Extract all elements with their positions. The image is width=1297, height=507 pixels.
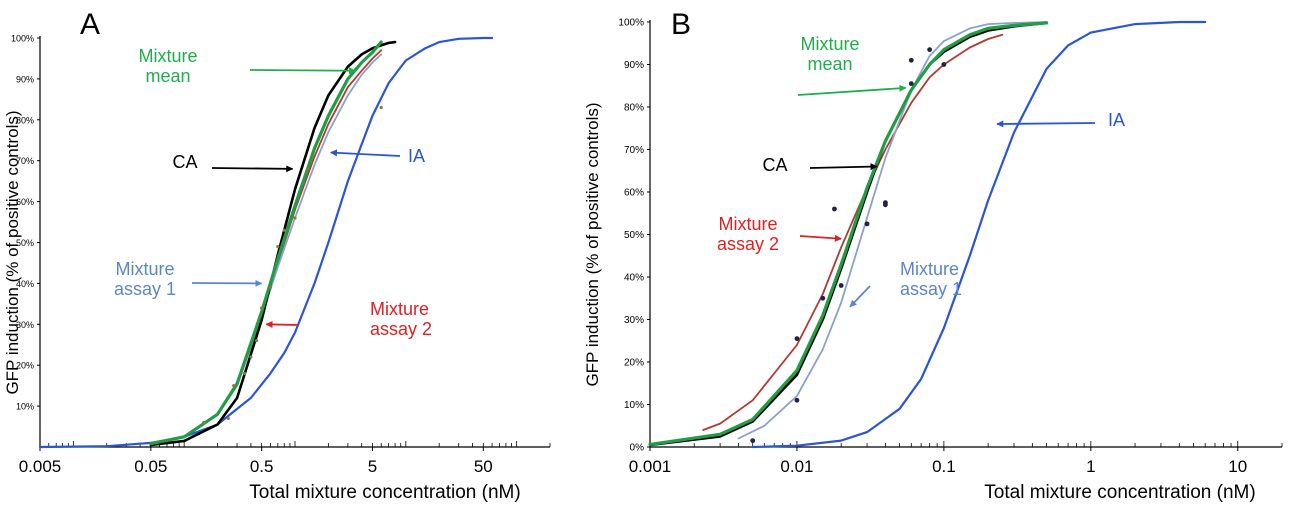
x-tick-label: 10: [1228, 457, 1247, 476]
panel-b: 0.001 0.01 0.1 1 100%10%20%30%40%50%60%70%80…: [583, 8, 1283, 503]
y-tick-label: 30%: [624, 315, 644, 326]
x-axis-label: Total mixture concentration (nM): [249, 482, 520, 503]
series-line-mixture-assay-1: [737, 21, 1048, 440]
data-point: [202, 420, 206, 425]
annotation-label: assay 2: [370, 319, 432, 339]
data-point: [820, 295, 826, 301]
data-point: [379, 105, 383, 110]
data-point: [908, 57, 914, 63]
annotation-label: CA: [762, 155, 787, 175]
x-tick-label: 0.01: [780, 457, 813, 476]
annotation-arrow: [849, 285, 871, 308]
y-tick-label: 80%: [16, 115, 34, 125]
y-tick-label: 80%: [624, 103, 644, 114]
annotation-label: Mixture: [800, 34, 859, 54]
y-tick-label: 90%: [624, 60, 644, 71]
x-tick-label: 0.001: [629, 457, 672, 476]
annotation-label: mean: [807, 54, 852, 74]
annotation-arrow: [211, 165, 294, 173]
annotation-label: mean: [145, 66, 190, 86]
data-point: [232, 384, 236, 388]
annotation-arrow: [797, 84, 907, 96]
x-tick-label: 0.5: [250, 457, 274, 476]
data-point: [268, 285, 273, 290]
y-axis-label: GFP induction (% of positive controls): [583, 102, 602, 386]
annotation-arrow: [996, 120, 1096, 128]
y-tick-label: 40%: [624, 273, 644, 284]
annotation-label: Mixture: [718, 214, 777, 234]
x-tick-label: 0.005: [19, 457, 62, 476]
annotation-label: IA: [1108, 110, 1125, 130]
x-tick-label: 50: [474, 457, 493, 476]
annotation-label: CA: [172, 152, 197, 172]
annotation-label: Mixture: [138, 46, 197, 66]
annotation-label: Mixture: [115, 259, 174, 279]
annotation-label: Mixture: [370, 299, 429, 319]
y-tick-label: 70%: [624, 145, 644, 156]
x-tick-label: 0.1: [932, 457, 956, 476]
y-tick-label: 40%: [16, 279, 34, 289]
y-tick-label: 50%: [16, 238, 34, 248]
series-line-mixture-mean: [648, 21, 1049, 446]
annotation-label: Mixture: [900, 259, 959, 279]
data-point: [249, 355, 253, 359]
data-point: [276, 244, 280, 249]
series-line-ca: [648, 21, 1048, 447]
annotation-arrow: [809, 163, 878, 171]
y-tick-label: 50%: [624, 230, 644, 241]
data-point: [883, 200, 888, 206]
data-point: [908, 81, 914, 87]
series-line-ca: [149, 40, 397, 447]
series-line-ia: [38, 36, 494, 449]
x-tick-label: 0.05: [134, 457, 167, 476]
data-point: [254, 339, 259, 343]
y-axis-label: GFP induction (% of positive controls): [3, 110, 22, 394]
series-line-mixture-mean: [149, 40, 383, 446]
data-point: [293, 216, 297, 220]
data-point: [941, 62, 947, 67]
y-tick-label: 100%: [618, 18, 644, 29]
y-tick-label: 10%: [16, 402, 34, 412]
annotation-arrow: [799, 234, 842, 242]
data-point: [226, 416, 230, 420]
y-tick-label: 90%: [16, 74, 34, 84]
y-tick-label: 20%: [624, 358, 644, 369]
data-point: [864, 221, 870, 227]
y-tick-label: 10%: [624, 400, 644, 411]
data-point: [282, 228, 286, 232]
annotation-arrow: [330, 149, 401, 157]
panel-a: 0.005 0.05 0.5 5 50 10% 20% 30% 40% 50% 60% 70% 80% 9…: [3, 8, 551, 503]
data-point: [794, 397, 800, 403]
panel-label: A: [80, 8, 100, 41]
annotation-arrow: [265, 320, 299, 328]
series-line-mixture-assay-1: [149, 53, 383, 445]
y-tick-label: 0%: [630, 443, 645, 454]
x-tick-label: 1: [1086, 457, 1095, 476]
y-tick-label: 20%: [16, 361, 34, 371]
annotation-label: assay 2: [717, 234, 779, 254]
annotation-label: assay 1: [900, 279, 962, 299]
y-tick-label: 70%: [16, 156, 34, 166]
annotation-label: IA: [408, 146, 425, 166]
data-point: [927, 47, 933, 53]
x-axis-label: Total mixture concentration (nM): [984, 482, 1255, 503]
data-point: [260, 306, 264, 310]
data-point: [306, 167, 310, 171]
annotation-label: assay 1: [114, 279, 176, 299]
y-tick-label: 30%: [16, 320, 34, 330]
data-point: [838, 283, 844, 288]
data-point: [750, 438, 756, 444]
y-tick-label: 60%: [16, 197, 34, 207]
annotation-arrow: [249, 67, 356, 75]
data-point: [242, 371, 247, 375]
data-point: [832, 206, 837, 212]
series-line-ia: [751, 20, 1207, 449]
series-line-mixture-assay-2: [149, 49, 383, 445]
y-tick-label: 60%: [624, 188, 644, 199]
x-tick-label: 5: [368, 457, 377, 476]
y-tick-label: 100%: [11, 34, 34, 44]
data-point: [794, 336, 800, 342]
panel-label: B: [671, 8, 691, 41]
